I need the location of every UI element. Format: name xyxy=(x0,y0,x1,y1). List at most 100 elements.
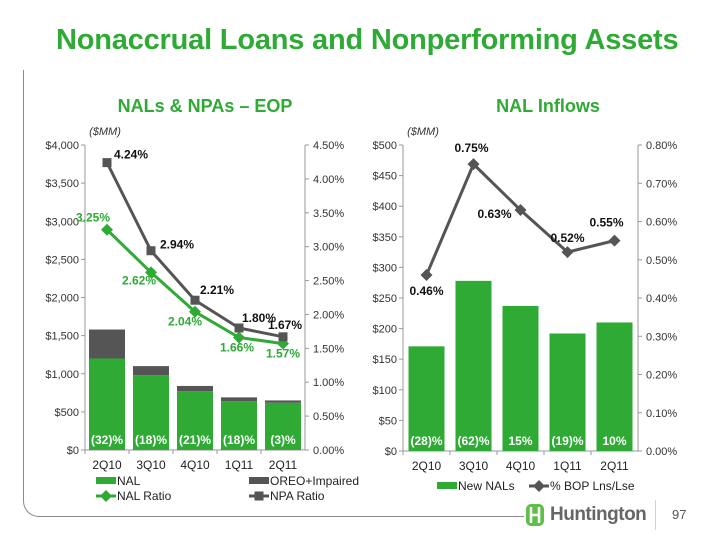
legend-label-new-nals: New NALs xyxy=(458,479,515,493)
x-tick-label: 1Q11 xyxy=(225,458,254,472)
y-tick-label: $150 xyxy=(373,354,397,366)
y2-tick-label: 0.70% xyxy=(646,178,677,190)
legend-label-nal-ratio: NAL Ratio xyxy=(117,489,172,503)
footer-separator xyxy=(655,500,656,530)
bar-change-label: (18)% xyxy=(135,433,167,447)
y2-tick-label: 0.50% xyxy=(646,255,677,267)
page-title: Nonaccrual Loans and Nonperforming Asset… xyxy=(56,24,679,56)
x-tick-label: 3Q10 xyxy=(459,459,489,473)
x-tick-label: 4Q10 xyxy=(506,459,536,473)
y2-tick-label: 2.00% xyxy=(313,309,344,321)
content-frame xyxy=(23,70,524,517)
marker-nal-ratio xyxy=(233,331,245,344)
bar-change-label: (3)% xyxy=(270,433,296,447)
y-tick-label: $1,500 xyxy=(45,331,79,343)
y2-tick-label: 4.50% xyxy=(313,140,344,152)
bar-new-nals xyxy=(455,280,492,451)
marker-npa-ratio xyxy=(234,323,244,333)
data-label: 0.63% xyxy=(477,207,511,221)
data-label: 2.04% xyxy=(168,315,202,329)
y-tick-label: $4,000 xyxy=(45,140,79,152)
y-tick-label: $0 xyxy=(385,446,397,458)
y-tick-label: $200 xyxy=(373,324,397,336)
legend-label-oreo-impaired: OREO+Impaired xyxy=(270,474,359,488)
legend-label-bop-lns-lse: % BOP Lns/Lse xyxy=(550,479,635,493)
legend-marker-nal-ratio xyxy=(100,490,112,502)
bar-change-label: (21)% xyxy=(179,433,211,447)
x-tick-label: 2Q10 xyxy=(412,459,442,473)
bar-change-label: (19)% xyxy=(551,434,583,448)
x-tick-label: 4Q10 xyxy=(180,458,210,472)
bar-change-label: 10% xyxy=(602,434,626,448)
data-label: 0.52% xyxy=(550,231,584,245)
marker-nal-ratio xyxy=(101,223,113,236)
y-tick-label: $2,000 xyxy=(45,293,79,305)
x-tick-label: 1Q11 xyxy=(553,459,582,473)
y-tick-label: $2,500 xyxy=(45,254,79,266)
line-bop-lns-lse xyxy=(425,161,615,276)
huntington-logo: Huntington xyxy=(524,502,647,528)
data-label: 1.57% xyxy=(266,347,300,361)
y-tick-label: $500 xyxy=(55,407,79,419)
legend-swatch-oreo-impaired xyxy=(249,477,269,484)
marker-bop-lns-lse xyxy=(514,204,527,217)
marker-bop-lns-lse xyxy=(608,234,621,247)
legend-marker-npa-ratio xyxy=(254,491,264,501)
bar-oreo-impaired xyxy=(133,366,169,376)
marker-bop-lns-lse xyxy=(467,158,480,171)
y2-tick-label: 2.50% xyxy=(313,276,344,288)
y2-tick-label: 4.00% xyxy=(313,174,344,186)
y2-tick-label: 0.20% xyxy=(646,370,677,382)
y-tick-label: $3,000 xyxy=(45,216,79,228)
bar-change-label: (28)% xyxy=(410,434,442,448)
right-chart-title: NAL Inflows xyxy=(496,96,600,116)
y2-tick-label: 1.50% xyxy=(313,343,344,355)
bar-change-label: (18)% xyxy=(223,433,255,447)
legend-marker-bop-lns-lse xyxy=(533,480,545,492)
bar-nal xyxy=(177,391,213,450)
marker-bop-lns-lse xyxy=(561,246,574,259)
marker-nal-ratio xyxy=(189,305,201,318)
y2-tick-label: 0.00% xyxy=(646,446,677,458)
y2-tick-label: 0.10% xyxy=(646,408,677,420)
bar-oreo-impaired xyxy=(265,400,301,403)
y2-tick-label: 0.60% xyxy=(646,217,677,229)
y2-tick-label: 0.50% xyxy=(313,411,344,423)
data-label: 3.25% xyxy=(76,211,110,225)
unit-label: ($MM) xyxy=(89,126,121,138)
marker-npa-ratio xyxy=(146,246,156,256)
marker-npa-ratio xyxy=(190,295,200,305)
bar-oreo-impaired xyxy=(89,329,125,359)
data-label: 2.21% xyxy=(200,283,234,297)
data-label: 2.62% xyxy=(122,273,156,287)
page-number: 97 xyxy=(672,507,687,522)
y2-tick-label: 0.00% xyxy=(313,445,344,457)
data-label: 1.67% xyxy=(268,318,302,332)
bar-new-nals xyxy=(408,346,445,451)
data-label: 1.66% xyxy=(220,340,254,354)
x-tick-label: 2Q10 xyxy=(92,458,122,472)
data-label: 0.46% xyxy=(409,284,443,298)
data-label: 0.55% xyxy=(589,216,623,230)
data-label: 4.24% xyxy=(114,148,148,162)
x-tick-label: 3Q10 xyxy=(136,458,166,472)
y2-tick-label: 3.00% xyxy=(313,242,344,254)
y2-tick-label: 0.40% xyxy=(646,293,677,305)
y-tick-label: $100 xyxy=(373,385,397,397)
y-tick-label: $50 xyxy=(379,415,397,427)
data-label: 2.94% xyxy=(160,238,194,252)
legend-swatch-new-nals xyxy=(437,482,457,489)
x-tick-label: 2Q11 xyxy=(269,458,298,472)
legend-swatch-nal xyxy=(96,477,116,484)
y2-tick-label: 3.50% xyxy=(313,208,344,220)
y2-tick-label: 0.80% xyxy=(646,140,677,152)
logo-text: Huntington xyxy=(550,504,647,525)
y-tick-label: $500 xyxy=(373,140,397,152)
data-label: 0.75% xyxy=(454,141,488,155)
data-label: 1.80% xyxy=(242,311,276,325)
bar-new-nals xyxy=(502,305,539,451)
legend-label-nal: NAL xyxy=(117,474,141,488)
y-tick-label: $450 xyxy=(373,171,397,183)
y-tick-label: $0 xyxy=(67,445,79,457)
